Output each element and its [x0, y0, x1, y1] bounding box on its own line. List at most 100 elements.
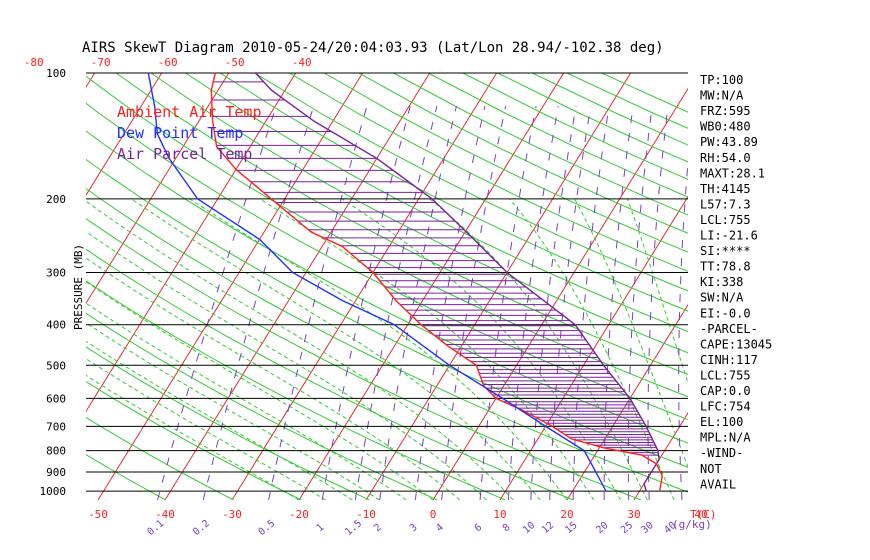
bottom-temp-tick-label: -40 — [155, 508, 175, 521]
mixing-ratio-line — [157, 105, 277, 500]
isotherm-line — [835, 73, 870, 500]
moist-adiabat-line — [131, 198, 541, 500]
legend-entry: Dew Point Temp — [117, 124, 243, 142]
mixing-ratio-line — [507, 106, 559, 500]
dry-adiabat-line — [86, 416, 234, 500]
dry-adiabat-line — [115, 73, 688, 376]
mixing-ratio-tick-label: 2 — [372, 522, 384, 534]
bottom-temp-tick-label: 20 — [560, 508, 573, 521]
stat-line: L57:7.3 — [700, 197, 751, 211]
isotherm-line — [432, 87, 688, 500]
mixing-ratio-tick-label: 25 — [619, 520, 635, 536]
mixing-ratio-tick-label: 12 — [540, 520, 556, 536]
pressure-tick-label: 100 — [46, 67, 66, 80]
dry-adiabat-lines — [86, 73, 688, 500]
legend-entry: Ambient Air Temp — [117, 103, 262, 121]
ambient-air-temp-line — [210, 73, 664, 492]
dry-adiabat-line — [185, 73, 688, 333]
mixing-ratio-tick-label: 0.5 — [257, 518, 278, 538]
bottom-temp-tick-label: 40 — [694, 508, 707, 521]
isotherm-line — [768, 73, 870, 500]
stat-line: TP:100 — [700, 73, 743, 87]
mixing-ratio-lines — [157, 105, 688, 500]
stat-line: LCL:755 — [700, 213, 751, 227]
dry-adiabat-line — [254, 73, 688, 292]
moist-adiabat-line — [86, 322, 380, 500]
mixing-ratio-tick-label: 10 — [521, 520, 537, 536]
stat-line: LI:-21.6 — [700, 229, 758, 243]
mixing-ratio-tick-label: 30 — [639, 520, 655, 536]
pressure-tick-label: 200 — [46, 193, 66, 206]
stat-line: LFC:754 — [700, 400, 751, 414]
top-temp-tick-labels: -120-110-100-90-80-70-60-50-40 — [24, 56, 312, 69]
stat-line: FRZ:595 — [700, 104, 751, 118]
top-temp-tick-label: -60 — [158, 56, 178, 69]
top-temp-tick-label: -70 — [91, 56, 111, 69]
cape-hatch — [211, 81, 659, 456]
pressure-tick-label: 500 — [46, 359, 66, 372]
top-temp-tick-label: -50 — [225, 56, 245, 69]
stat-line: SI:**** — [700, 244, 751, 258]
mixing-ratio-tick-label: 8 — [501, 522, 513, 534]
legend-entry: Air Parcel Temp — [117, 145, 252, 163]
stat-line: MPL:N/A — [700, 431, 751, 445]
stat-line: SW:N/A — [700, 291, 744, 305]
mixing-ratio-line — [202, 105, 315, 500]
mixing-ratio-line — [354, 105, 438, 500]
chart-title: AIRS SkewT Diagram 2010-05-24/20:04:03.9… — [82, 40, 664, 56]
mixing-ratio-tick-label: 1 — [315, 522, 327, 534]
pressure-tick-label: 700 — [46, 420, 66, 433]
stat-line: MAXT:28.1 — [700, 166, 765, 180]
isotherm-line — [86, 73, 230, 305]
dry-adiabat-line — [86, 381, 302, 500]
stat-line: LCL:755 — [700, 368, 751, 382]
mixing-ratio-unit-label: (g/kg) — [672, 518, 712, 531]
dew-point-temp-line — [147, 73, 607, 492]
moist-adiabat-line — [509, 198, 675, 500]
dry-adiabat-line — [86, 218, 642, 500]
moist-adiabat-line — [341, 198, 622, 500]
stat-line: RH:54.0 — [700, 151, 751, 165]
dry-adiabat-line — [86, 248, 574, 500]
pressure-tick-label: 800 — [46, 445, 66, 458]
moist-adiabat-line — [86, 358, 327, 500]
stat-line: CAPE:13045 — [700, 337, 772, 351]
pressure-tick-label: 600 — [46, 392, 66, 405]
pressure-tick-label: 400 — [46, 319, 66, 332]
dry-adiabat-line — [86, 188, 688, 493]
bottom-temp-tick-label: -30 — [222, 508, 242, 521]
dry-adiabat-line — [289, 73, 688, 272]
bottom-temp-tick-label: 0 — [430, 508, 437, 521]
pressure-tick-labels: 100 200 300 400 500 600 700 800 900 1000 — [40, 67, 67, 498]
stat-line: -WIND- — [700, 446, 743, 460]
isotherm-line — [0, 73, 28, 500]
dry-adiabat-line — [86, 102, 688, 421]
moist-adiabat-line — [259, 198, 595, 500]
moist-adiabat-lines — [86, 198, 688, 500]
bottom-temp-tick-label: -20 — [289, 508, 309, 521]
mixing-ratio-tick-label: 6 — [473, 522, 485, 534]
isotherm-line — [86, 73, 163, 197]
mixing-ratio-line — [678, 156, 688, 500]
pressure-tick-label: 900 — [46, 466, 66, 479]
moist-adiabat-line — [86, 200, 514, 500]
moist-adiabat-line — [574, 198, 688, 469]
dry-adiabat-line — [497, 73, 688, 163]
mixing-ratio-tick-labels: 0.1 0.2 0.5 1 1.5 2 3 4 6 8 10 12 15 20 25 30 40 — [145, 518, 678, 538]
moist-adiabat-line — [86, 281, 434, 500]
moist-adiabat-line — [86, 340, 353, 500]
temperature-unit-label: T(C) — [690, 508, 717, 521]
stat-line: CAP:0.0 — [700, 384, 751, 398]
stat-line: NOT — [700, 462, 722, 476]
mixing-ratio-line — [321, 105, 411, 500]
moist-adiabat-line — [429, 198, 648, 500]
isobar-lines — [86, 72, 688, 492]
stat-line: -PARCEL- — [700, 322, 758, 336]
moist-adiabat-line — [86, 257, 461, 500]
dry-adiabat-line — [86, 75, 688, 398]
mixing-ratio-tick-label: 0.2 — [191, 518, 212, 538]
dry-adiabat-line — [86, 158, 688, 468]
moist-adiabat-line — [86, 230, 487, 500]
mixing-ratio-tick-label: 1.5 — [343, 518, 364, 538]
